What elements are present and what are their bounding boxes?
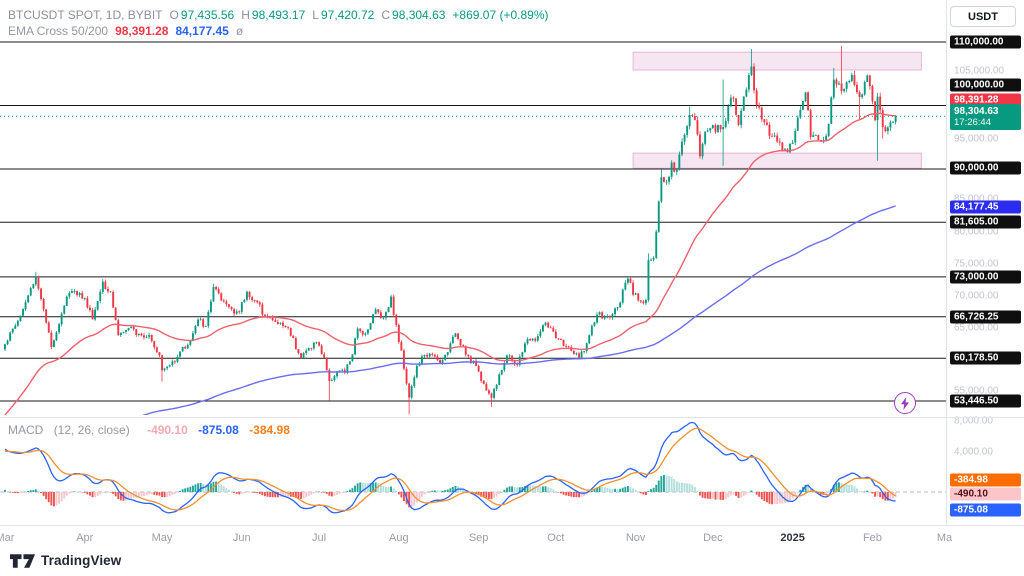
time-axis-label: Feb	[862, 531, 882, 544]
eye-off-icon[interactable]: ø	[235, 24, 244, 38]
close-value: 98,304.63	[392, 8, 446, 22]
ema-value-badge: 98,391.28	[950, 93, 1021, 107]
macd-line-value: -875.08	[198, 423, 239, 437]
time-axis-label: Mar	[0, 531, 15, 544]
time-axis-label: Ma	[936, 531, 953, 544]
chart-legend: BTCUSDT SPOT, 1D, BYBIT O 97,435.56 H 98…	[8, 7, 549, 39]
chart-area[interactable]: BTCUSDT SPOT, 1D, BYBIT O 97,435.56 H 98…	[0, 0, 946, 525]
tradingview-mark-icon	[10, 553, 35, 568]
ema200-value: 84,177.45	[175, 24, 229, 38]
alert-lightning-icon[interactable]	[894, 392, 916, 414]
time-axis-label: Aug	[389, 531, 409, 544]
candles	[4, 46, 897, 415]
macd-value-badge: -875.08	[950, 503, 1021, 517]
price-level-badge: 110,000.00	[950, 35, 1021, 49]
time-axis-label: Jul	[311, 531, 327, 544]
low-label: L	[312, 8, 319, 22]
price-level-badge: 100,000.00	[950, 78, 1021, 92]
highlight-zone	[632, 51, 922, 71]
price-axis-tick: 105,000.00	[954, 65, 1005, 77]
high-label: H	[241, 8, 250, 22]
ema50-line	[4, 112, 896, 415]
change-value: +869.07 (+0.89%)	[452, 8, 549, 22]
time-axis-label: Jun	[232, 531, 251, 544]
ema-value-badge: 84,177.45	[950, 200, 1021, 214]
macd-indicator-title[interactable]: MACD (12, 26, close)	[8, 423, 130, 437]
macd-pane-drawing	[0, 421, 946, 514]
lightning-bolt-glyph	[901, 396, 909, 410]
close-label: C	[381, 8, 391, 22]
symbol-title[interactable]: BTCUSDT SPOT, 1D, BYBIT	[8, 8, 163, 22]
price-axis-tick: 85,000.00	[954, 193, 999, 205]
time-axis-label: Nov	[625, 531, 646, 544]
macd-legend: MACD (12, 26, close) -490.10 -875.08 -38…	[8, 423, 297, 438]
price-axis-tick: 70,000.00	[954, 290, 999, 302]
open-value: 97,435.56	[180, 8, 235, 22]
low-value: 97,420.72	[320, 8, 375, 22]
macd-signal-value: -384.98	[249, 423, 290, 437]
last-price-value: 98,304.63	[954, 106, 999, 117]
price-level-badge: 81,605.00	[950, 215, 1021, 229]
time-axis-label: May	[151, 531, 173, 544]
price-level-badge: 90,000.00	[950, 161, 1021, 175]
price-axis-tick: 55,000.00	[954, 385, 999, 397]
footer: TradingView	[0, 549, 1024, 576]
brand-name: TradingView	[41, 553, 122, 568]
last-price-badge: 98,304.63 17:26:44	[950, 104, 1021, 130]
macd-line	[4, 421, 896, 514]
price-axis-tick: 65,000.00	[954, 322, 999, 334]
bar-countdown: 17:26:44	[954, 117, 991, 128]
price-level-badge: 60,178.50	[950, 351, 1021, 365]
price-chart-canvas[interactable]	[0, 0, 946, 525]
price-level-badge: 53,446.50	[950, 394, 1021, 408]
macd-signal-line	[5, 427, 896, 512]
high-value: 98,493.17	[251, 8, 306, 22]
time-axis[interactable]: Mar Apr May Jun Jul Aug Sep Oct Nov Dec 2025 Feb Ma	[0, 525, 1024, 549]
currency-toggle-button[interactable]: USDT	[950, 6, 1016, 27]
price-axis-tick: 80,000.00	[954, 226, 999, 238]
macd-value-badge: -490.10	[950, 487, 1021, 501]
ema50-value: 98,391.28	[115, 24, 169, 38]
open-label: O	[169, 8, 179, 22]
price-axis-tick: 8,000.00	[954, 415, 993, 427]
ema-cross-indicator-title[interactable]: EMA Cross 50/200	[8, 24, 109, 38]
time-axis-label: Dec	[703, 531, 723, 544]
price-axis-tick: 75,000.00	[954, 258, 999, 270]
time-axis-label: Sep	[468, 531, 489, 544]
price-axis-tick: 95,000.00	[954, 133, 999, 145]
price-level-badge: 66,726.25	[950, 310, 1021, 324]
time-axis-label: Apr	[76, 531, 94, 544]
time-axis-label: Oct	[547, 531, 565, 544]
price-axis[interactable]: USDT 105,000.00 95,000.00 85,000.00 80,000.…	[946, 0, 1024, 525]
price-axis-tick: 4,000.00	[954, 446, 993, 458]
ema200-line	[141, 205, 896, 415]
macd-hist-value: -490.10	[147, 423, 188, 437]
price-level-badge: 73,000.00	[950, 270, 1021, 284]
tradingview-logo[interactable]: TradingView	[10, 553, 121, 568]
pane-divider[interactable]	[0, 417, 1024, 418]
macd-value-badge: -384.98	[950, 473, 1021, 487]
time-axis-label: 2025	[780, 531, 805, 544]
highlight-zone	[632, 152, 922, 169]
